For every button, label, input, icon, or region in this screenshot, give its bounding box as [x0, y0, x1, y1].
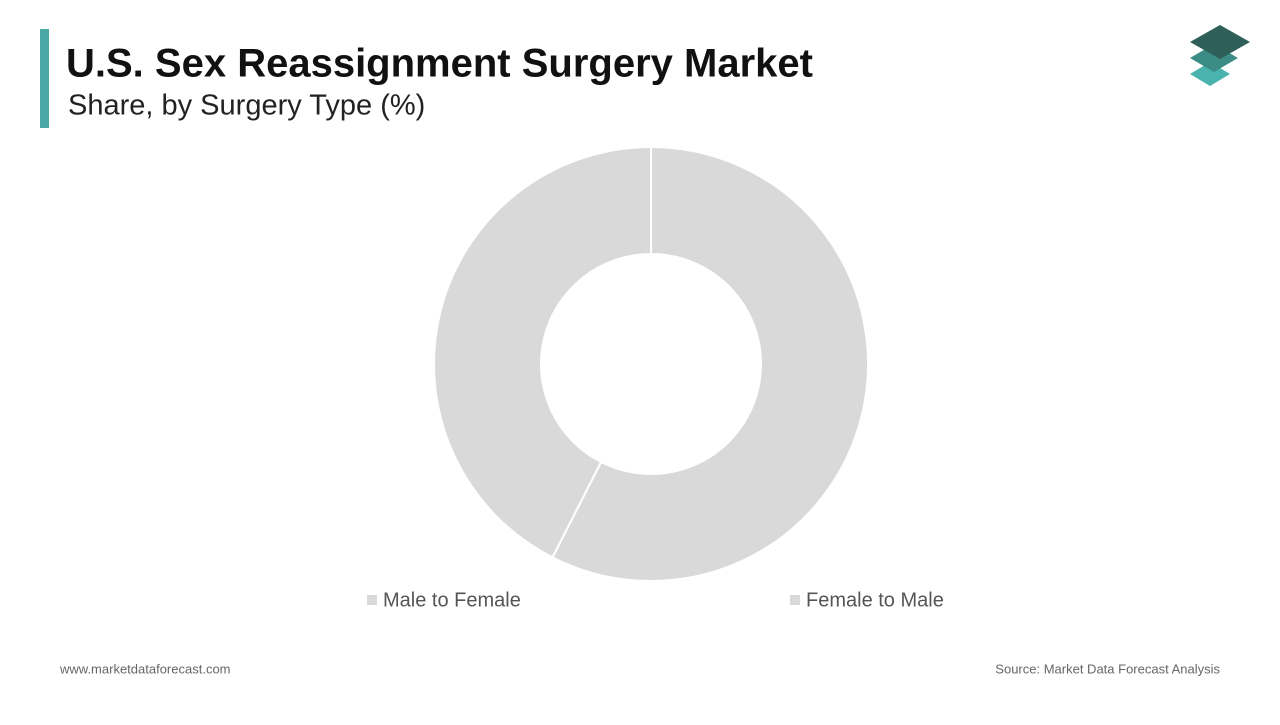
source: Source: Market Data Forecast Analysis [995, 661, 1220, 676]
chart-title: U.S. Sex Reassignment Surgery Market [66, 42, 813, 86]
legend-swatch [790, 595, 800, 605]
legend-swatch [367, 595, 377, 605]
donut-segment [433, 145, 652, 559]
logo [1190, 25, 1250, 86]
title-accent [40, 29, 49, 128]
legend-label: Male to Female [383, 589, 521, 611]
donut-segment [551, 145, 869, 582]
legend-label: Female to Male [806, 589, 944, 611]
website: www.marketdataforecast.com [59, 661, 231, 676]
chart-subtitle: Share, by Surgery Type (%) [68, 90, 425, 122]
